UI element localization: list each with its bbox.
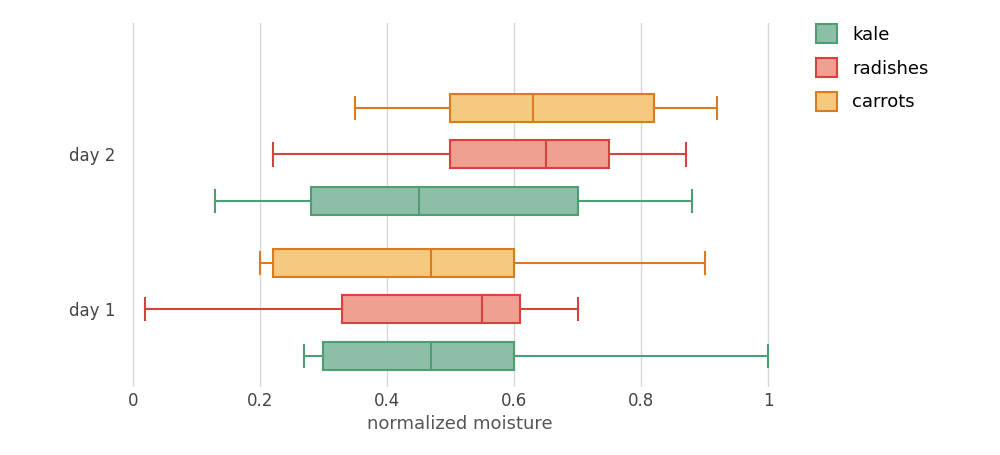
X-axis label: normalized moisture: normalized moisture (367, 415, 553, 433)
Bar (311, 187, 578, 215)
Bar (273, 249, 514, 277)
Bar (450, 141, 609, 168)
Bar (342, 295, 520, 323)
Legend: kale, radishes, carrots: kale, radishes, carrots (816, 25, 928, 111)
Bar (323, 342, 514, 370)
Bar (450, 94, 654, 122)
